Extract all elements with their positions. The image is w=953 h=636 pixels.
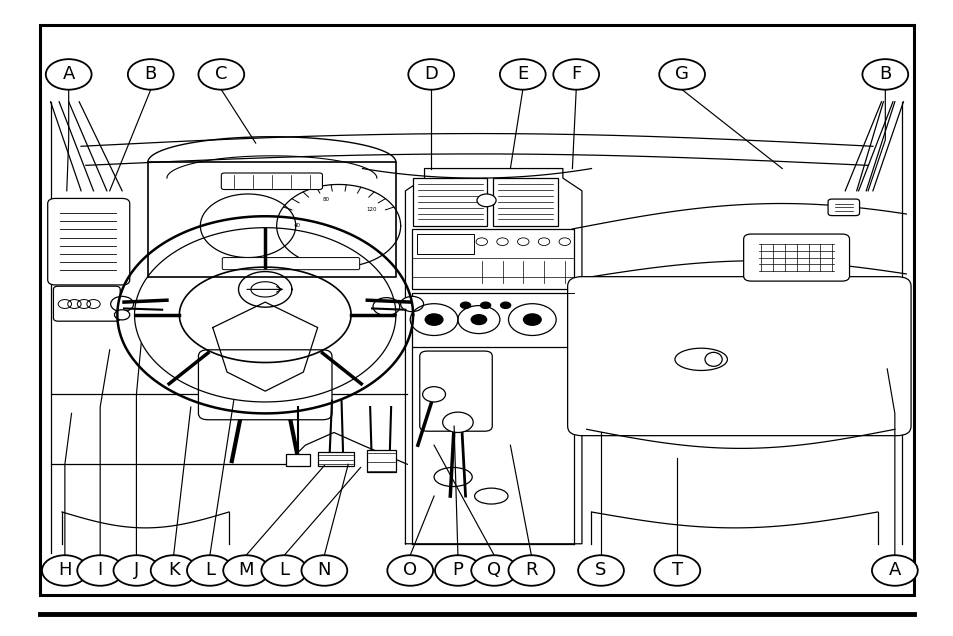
- Bar: [412, 293, 574, 347]
- Circle shape: [422, 387, 445, 402]
- Circle shape: [111, 296, 133, 312]
- Text: K: K: [168, 562, 179, 579]
- Text: T: T: [671, 562, 682, 579]
- Circle shape: [46, 59, 91, 90]
- FancyBboxPatch shape: [48, 198, 130, 285]
- Circle shape: [862, 59, 907, 90]
- FancyBboxPatch shape: [222, 258, 359, 270]
- Bar: [367, 450, 395, 472]
- Circle shape: [187, 555, 233, 586]
- Circle shape: [654, 555, 700, 586]
- Text: S: S: [595, 562, 606, 579]
- Circle shape: [522, 313, 541, 326]
- Bar: [412, 229, 574, 289]
- Text: D: D: [424, 66, 437, 83]
- Circle shape: [42, 555, 88, 586]
- Text: H: H: [58, 562, 71, 579]
- Circle shape: [400, 296, 423, 312]
- Circle shape: [424, 313, 443, 326]
- Circle shape: [479, 301, 491, 309]
- FancyBboxPatch shape: [567, 277, 910, 436]
- Bar: [493, 178, 558, 226]
- Bar: [413, 178, 487, 226]
- Bar: [286, 454, 310, 466]
- Text: G: G: [675, 66, 688, 83]
- Bar: [40, 25, 913, 595]
- Text: M: M: [238, 562, 253, 579]
- Text: 80: 80: [322, 197, 329, 202]
- Text: P: P: [452, 562, 463, 579]
- Text: A: A: [888, 562, 900, 579]
- Text: I: I: [97, 562, 103, 579]
- FancyBboxPatch shape: [827, 199, 859, 216]
- Bar: [416, 234, 474, 254]
- Text: A: A: [63, 66, 74, 83]
- Circle shape: [871, 555, 917, 586]
- Text: F: F: [571, 66, 580, 83]
- Text: B: B: [879, 66, 890, 83]
- Circle shape: [476, 194, 496, 207]
- Circle shape: [470, 314, 487, 325]
- Text: R: R: [524, 562, 537, 579]
- Circle shape: [198, 59, 244, 90]
- Circle shape: [553, 59, 598, 90]
- Circle shape: [151, 555, 196, 586]
- Text: E: E: [517, 66, 528, 83]
- Circle shape: [499, 59, 545, 90]
- Text: L: L: [279, 562, 289, 579]
- Text: 40: 40: [294, 223, 301, 228]
- Text: B: B: [145, 66, 156, 83]
- Circle shape: [508, 555, 554, 586]
- Text: J: J: [133, 562, 139, 579]
- Circle shape: [578, 555, 623, 586]
- FancyBboxPatch shape: [419, 351, 492, 431]
- Circle shape: [471, 555, 517, 586]
- Text: 120: 120: [366, 207, 376, 212]
- Circle shape: [261, 555, 307, 586]
- Text: O: O: [403, 562, 416, 579]
- Circle shape: [77, 555, 123, 586]
- Circle shape: [659, 59, 704, 90]
- Circle shape: [301, 555, 347, 586]
- Text: Q: Q: [487, 562, 500, 579]
- Text: L: L: [205, 562, 214, 579]
- Circle shape: [114, 310, 130, 320]
- Circle shape: [113, 555, 159, 586]
- Circle shape: [435, 555, 480, 586]
- FancyBboxPatch shape: [53, 286, 120, 321]
- Circle shape: [499, 301, 511, 309]
- Circle shape: [387, 555, 433, 586]
- Circle shape: [459, 301, 471, 309]
- Circle shape: [373, 298, 399, 315]
- Text: C: C: [214, 66, 228, 83]
- Circle shape: [408, 59, 454, 90]
- Circle shape: [442, 412, 473, 432]
- Text: N: N: [317, 562, 331, 579]
- FancyBboxPatch shape: [198, 350, 332, 420]
- FancyBboxPatch shape: [221, 173, 322, 190]
- Circle shape: [128, 59, 173, 90]
- Bar: [317, 452, 354, 466]
- Circle shape: [223, 555, 269, 586]
- FancyBboxPatch shape: [743, 234, 848, 281]
